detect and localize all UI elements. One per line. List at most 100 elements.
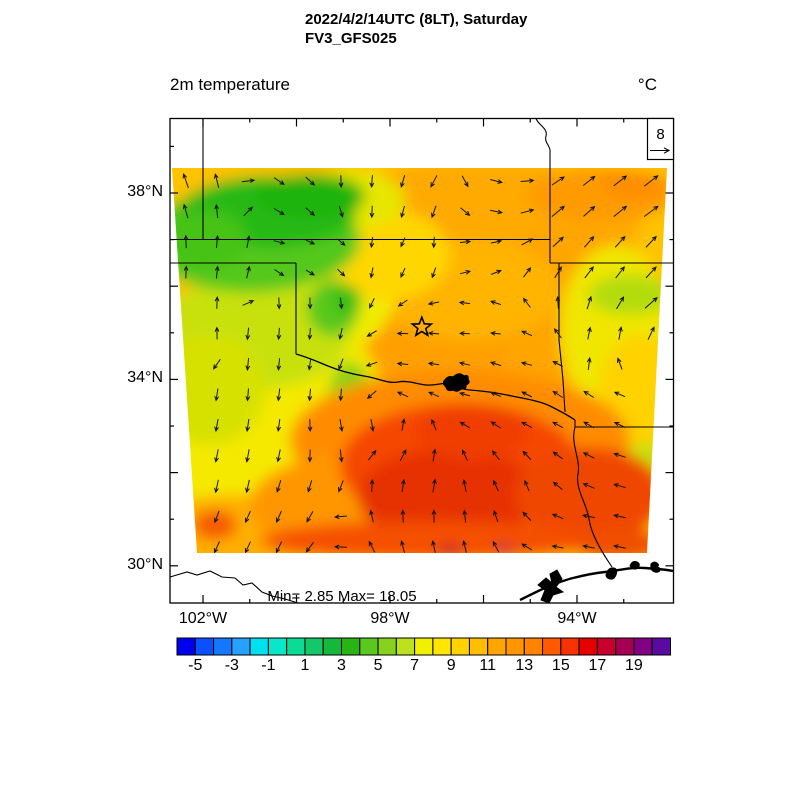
wind-arrow: [182, 203, 189, 219]
wind-arrow: [461, 175, 469, 188]
wind-arrow: [524, 479, 530, 492]
wind-arrow: [214, 510, 220, 524]
wind-arrow: [552, 390, 563, 398]
wind-arrow: [586, 295, 592, 310]
wind-arrow: [613, 544, 626, 549]
wind-arrow: [462, 509, 468, 523]
colorbar-segment: [505, 637, 525, 656]
wind-arrow: [458, 361, 471, 366]
wind-arrow: [401, 418, 406, 431]
wind-arrow: [212, 358, 221, 370]
wind-arrow: [551, 205, 565, 217]
wind-arrow: [551, 176, 565, 186]
temperature-blob: [358, 449, 542, 545]
wind-arrow: [366, 390, 377, 400]
wind-arrow: [583, 390, 595, 398]
colorbar-segment: [487, 637, 507, 656]
wind-arrow: [274, 269, 285, 277]
wind-arrow: [245, 510, 251, 524]
wind-arrow: [432, 478, 437, 493]
wind-arrow: [490, 421, 501, 429]
wind-arrow: [645, 266, 657, 279]
wind-arrow: [462, 449, 468, 461]
colorbar-tick-label: 7: [410, 657, 420, 674]
coastal-lake-2: [650, 561, 661, 573]
wind-arrow: [182, 172, 189, 189]
wind-arrow: [617, 357, 623, 370]
wind-arrow: [613, 391, 626, 398]
lon-axis-label: 94°W: [557, 610, 597, 627]
wind-arrow: [613, 422, 626, 428]
wind-arrow: [582, 513, 595, 519]
minmax-label: Min= 2.85 Max= 18.05: [267, 588, 417, 605]
wind-arrow: [369, 419, 375, 432]
wind-arrow: [307, 327, 313, 341]
wind-vectors: [182, 172, 659, 553]
wind-arrow: [338, 388, 344, 402]
temperature-blob: [333, 286, 361, 314]
wind-arrow: [273, 177, 285, 186]
wind-arrow: [431, 236, 437, 249]
temperature-blob: [497, 545, 513, 553]
wind-arrow: [245, 327, 251, 341]
wind-arrow: [613, 205, 628, 217]
temperature-blob: [588, 275, 667, 315]
wind-arrow: [305, 176, 316, 186]
wind-arrow: [587, 326, 592, 340]
wind-arrow: [214, 295, 220, 309]
wind-arrow: [338, 327, 343, 341]
wind-arrow: [582, 175, 596, 186]
wind-arrow: [554, 266, 562, 279]
wind-arrow: [431, 267, 437, 279]
colorbar-segment: [377, 637, 397, 656]
wind-reference-arrow: [650, 147, 671, 154]
lat-axis-label: 30°N: [127, 555, 163, 573]
colorbar-segment: [414, 637, 434, 656]
wind-arrow: [584, 235, 595, 248]
wind-arrow: [521, 421, 533, 429]
wind-reference-value: 8: [656, 126, 664, 143]
wind-arrow: [242, 300, 255, 306]
colorbar-segment: [651, 637, 671, 656]
wind-arrow: [246, 265, 251, 279]
wind-arrow: [276, 510, 282, 524]
unit-label: °C: [637, 75, 657, 94]
wind-arrow: [338, 175, 344, 189]
galveston-bay: [537, 569, 565, 604]
colorbar-segment: [395, 637, 416, 656]
wind-arrow: [276, 388, 282, 402]
wind-arrow: [489, 361, 502, 367]
wind-arrow: [521, 238, 534, 246]
sabine-lake: [605, 567, 618, 580]
wind-arrow: [369, 175, 375, 189]
wind-arrow: [369, 478, 375, 492]
colorbar-segment: [542, 637, 562, 656]
wind-arrow: [397, 299, 408, 307]
colorbar-segment: [633, 637, 653, 656]
wind-arrow: [459, 421, 470, 429]
wind-arrow: [582, 544, 595, 549]
wind-arrow: [400, 175, 406, 188]
colorbar-segment: [213, 637, 233, 656]
colorbar-tick-label: 15: [551, 657, 570, 674]
wind-arrow: [307, 449, 313, 463]
temperature-blob: [438, 546, 462, 553]
wind-arrow: [553, 328, 562, 339]
wind-arrow: [245, 358, 251, 372]
colorbar-segment: [249, 637, 269, 656]
wind-arrow: [245, 479, 250, 494]
wind-arrow: [493, 509, 499, 523]
wind-arrow: [459, 269, 472, 275]
lat-axis-label: 34°N: [127, 369, 163, 387]
wind-arrow: [431, 540, 436, 553]
colorbar-tick-label: 19: [625, 657, 643, 674]
wind-arrow: [583, 205, 596, 217]
wind-arrow: [522, 511, 532, 521]
wind-arrow: [366, 330, 377, 337]
wind-arrow: [305, 207, 316, 216]
wind-arrow: [584, 266, 594, 279]
wind-arrow: [643, 205, 659, 217]
wind-arrow: [241, 178, 256, 184]
colorbar-segment: [286, 637, 306, 656]
